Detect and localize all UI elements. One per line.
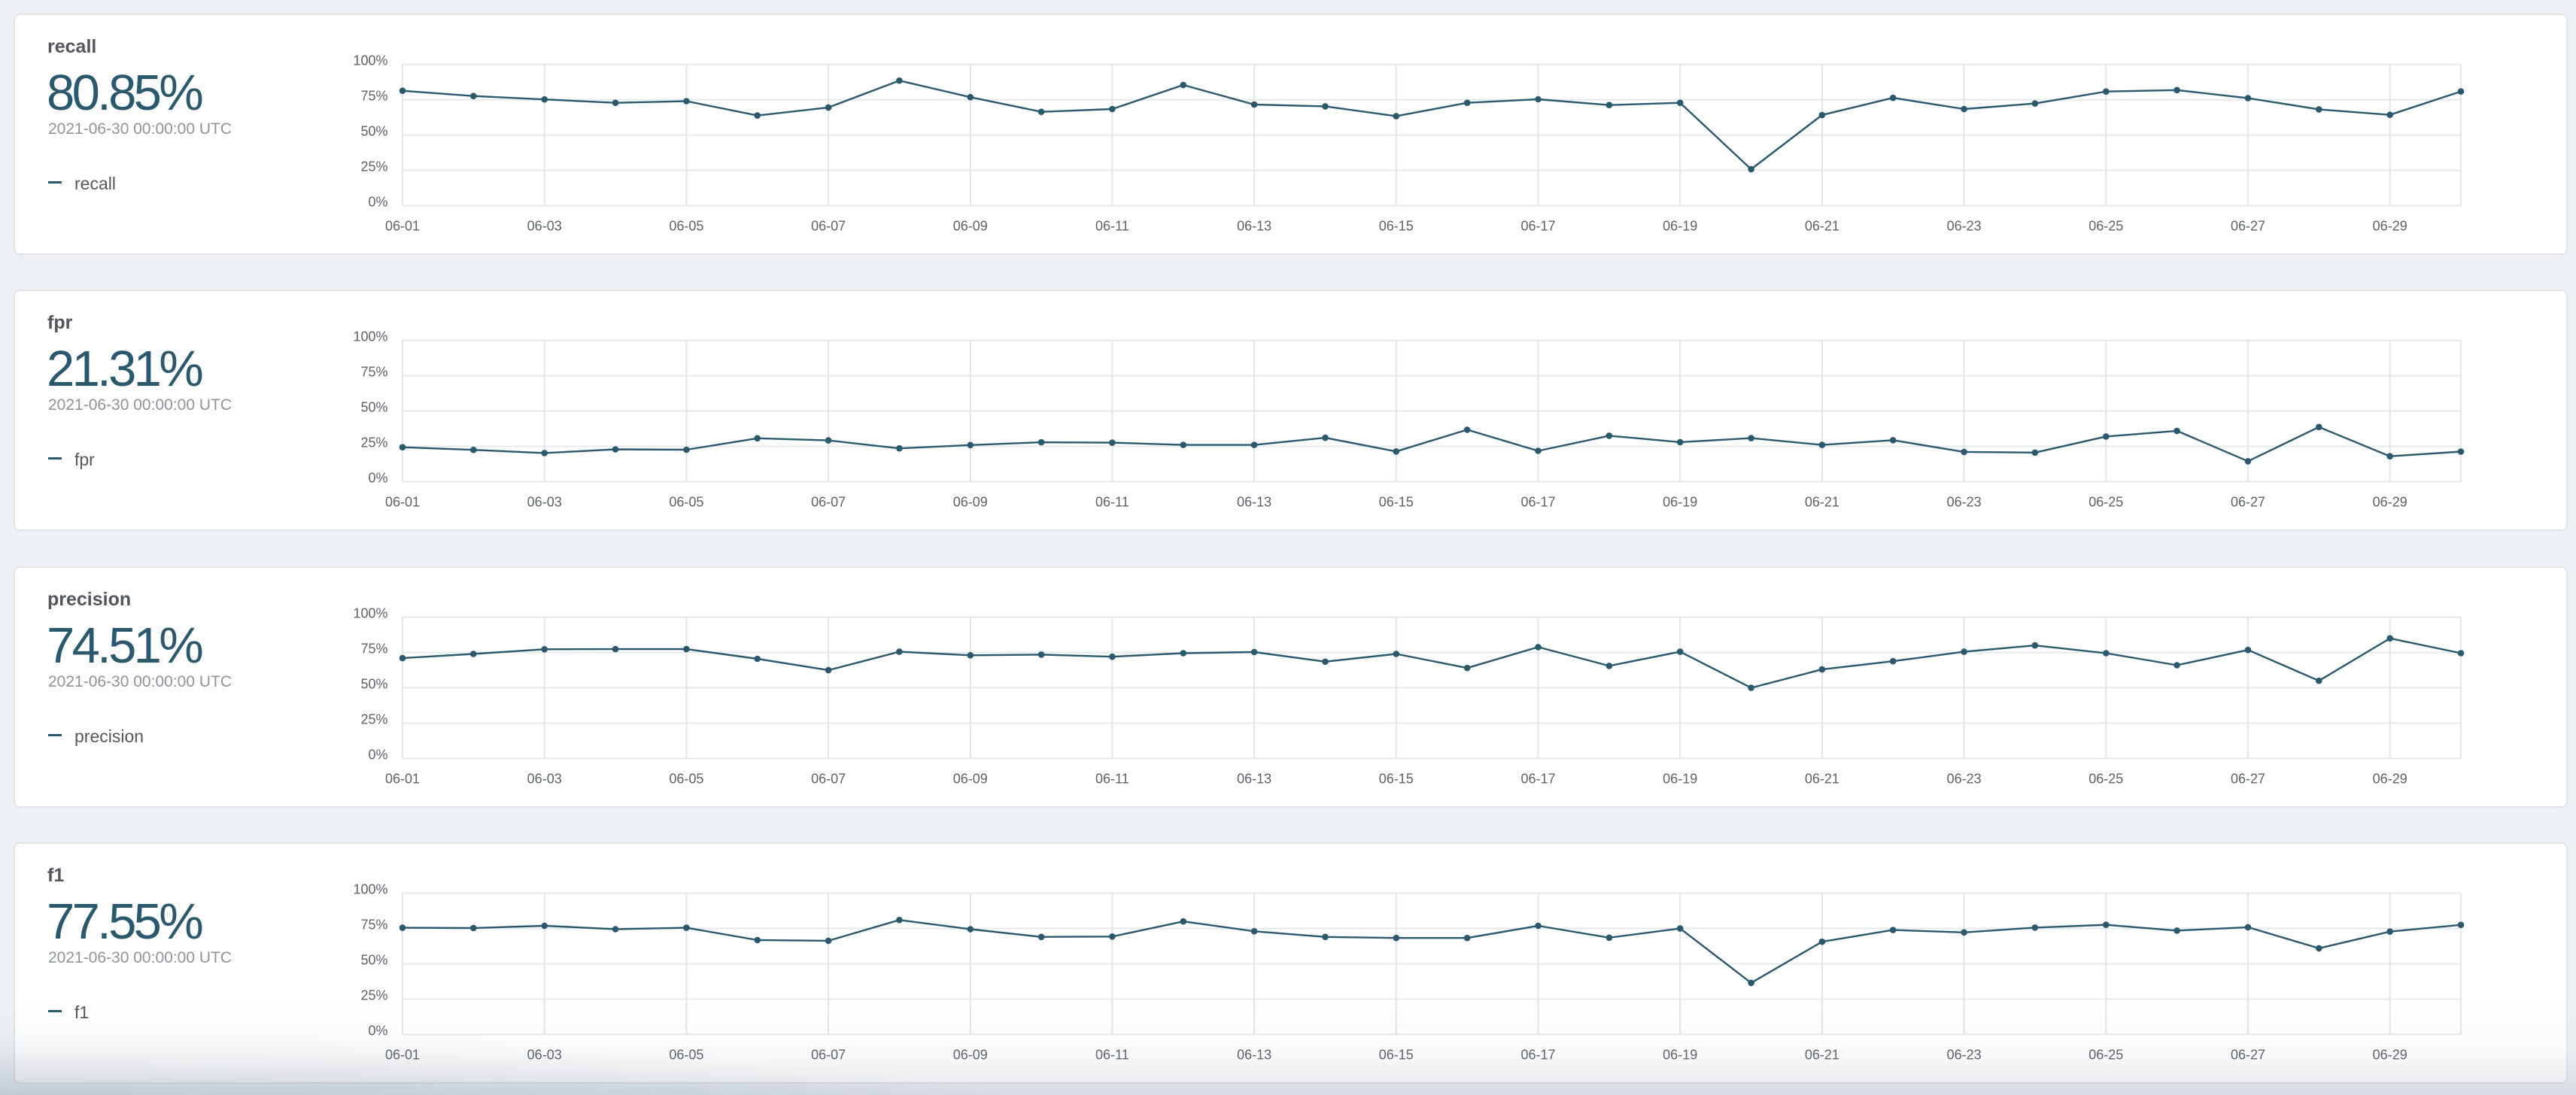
svg-text:06-17: 06-17 bbox=[1520, 218, 1555, 233]
svg-text:06-01: 06-01 bbox=[385, 494, 420, 509]
svg-text:06-27: 06-27 bbox=[2231, 771, 2265, 786]
svg-text:06-29: 06-29 bbox=[2373, 771, 2407, 786]
svg-text:06-05: 06-05 bbox=[669, 494, 703, 509]
svg-text:75%: 75% bbox=[360, 88, 387, 103]
svg-text:06-29: 06-29 bbox=[2373, 1047, 2407, 1062]
svg-text:06-29: 06-29 bbox=[2373, 494, 2407, 509]
svg-text:06-03: 06-03 bbox=[527, 771, 562, 786]
svg-text:06-03: 06-03 bbox=[527, 494, 562, 509]
svg-text:100%: 100% bbox=[353, 329, 387, 344]
svg-text:06-19: 06-19 bbox=[1663, 218, 1697, 233]
svg-text:75%: 75% bbox=[360, 364, 387, 379]
svg-text:06-11: 06-11 bbox=[1095, 218, 1129, 233]
svg-text:06-09: 06-09 bbox=[953, 218, 988, 233]
svg-text:06-01: 06-01 bbox=[385, 1047, 420, 1062]
svg-text:06-23: 06-23 bbox=[1947, 218, 1982, 233]
svg-text:06-15: 06-15 bbox=[1379, 218, 1414, 233]
svg-text:100%: 100% bbox=[353, 53, 387, 68]
svg-text:25%: 25% bbox=[360, 711, 387, 726]
svg-text:06-25: 06-25 bbox=[2088, 771, 2123, 786]
svg-text:06-05: 06-05 bbox=[669, 771, 703, 786]
svg-text:06-27: 06-27 bbox=[2231, 218, 2265, 233]
svg-text:75%: 75% bbox=[360, 917, 387, 932]
svg-text:100%: 100% bbox=[353, 605, 387, 620]
svg-text:50%: 50% bbox=[360, 123, 387, 138]
svg-text:06-01: 06-01 bbox=[385, 218, 420, 233]
svg-text:06-19: 06-19 bbox=[1663, 771, 1697, 786]
svg-text:06-07: 06-07 bbox=[811, 218, 846, 233]
svg-text:06-17: 06-17 bbox=[1520, 494, 1555, 509]
svg-text:06-25: 06-25 bbox=[2088, 218, 2123, 233]
svg-text:06-11: 06-11 bbox=[1095, 494, 1129, 509]
svg-text:06-27: 06-27 bbox=[2231, 1047, 2265, 1062]
svg-text:06-25: 06-25 bbox=[2088, 494, 2123, 509]
svg-text:50%: 50% bbox=[360, 676, 387, 691]
svg-text:06-13: 06-13 bbox=[1237, 494, 1271, 509]
svg-text:06-13: 06-13 bbox=[1237, 771, 1271, 786]
svg-text:06-17: 06-17 bbox=[1520, 771, 1555, 786]
svg-text:06-01: 06-01 bbox=[385, 771, 420, 786]
svg-text:06-03: 06-03 bbox=[527, 218, 562, 233]
svg-text:06-19: 06-19 bbox=[1663, 494, 1697, 509]
svg-text:06-09: 06-09 bbox=[953, 771, 988, 786]
svg-text:0%: 0% bbox=[368, 747, 387, 762]
svg-text:06-13: 06-13 bbox=[1237, 218, 1271, 233]
svg-text:06-07: 06-07 bbox=[811, 771, 846, 786]
svg-text:50%: 50% bbox=[360, 952, 387, 967]
svg-text:06-07: 06-07 bbox=[811, 494, 846, 509]
svg-text:06-15: 06-15 bbox=[1379, 771, 1414, 786]
svg-text:06-03: 06-03 bbox=[527, 1047, 562, 1062]
svg-text:06-27: 06-27 bbox=[2231, 494, 2265, 509]
svg-text:25%: 25% bbox=[360, 435, 387, 450]
svg-text:06-21: 06-21 bbox=[1805, 494, 1839, 509]
svg-text:50%: 50% bbox=[360, 399, 387, 414]
svg-text:06-17: 06-17 bbox=[1520, 1047, 1555, 1062]
svg-text:06-15: 06-15 bbox=[1379, 1047, 1414, 1062]
svg-text:25%: 25% bbox=[360, 159, 387, 174]
svg-text:06-25: 06-25 bbox=[2088, 1047, 2123, 1062]
svg-text:06-07: 06-07 bbox=[811, 1047, 846, 1062]
svg-text:06-11: 06-11 bbox=[1095, 1047, 1129, 1062]
svg-text:06-29: 06-29 bbox=[2373, 218, 2407, 233]
svg-text:100%: 100% bbox=[353, 881, 387, 896]
svg-text:06-15: 06-15 bbox=[1379, 494, 1414, 509]
svg-text:06-09: 06-09 bbox=[953, 494, 988, 509]
svg-text:06-09: 06-09 bbox=[953, 1047, 988, 1062]
svg-text:06-21: 06-21 bbox=[1805, 1047, 1839, 1062]
svg-text:06-13: 06-13 bbox=[1237, 1047, 1271, 1062]
svg-text:06-23: 06-23 bbox=[1947, 1047, 1982, 1062]
svg-text:0%: 0% bbox=[368, 1023, 387, 1038]
svg-text:0%: 0% bbox=[368, 470, 387, 485]
svg-text:0%: 0% bbox=[368, 194, 387, 209]
svg-text:06-21: 06-21 bbox=[1805, 771, 1839, 786]
svg-text:06-21: 06-21 bbox=[1805, 218, 1839, 233]
svg-text:25%: 25% bbox=[360, 987, 387, 1002]
svg-text:06-05: 06-05 bbox=[669, 1047, 703, 1062]
svg-text:06-11: 06-11 bbox=[1095, 771, 1129, 786]
svg-text:75%: 75% bbox=[360, 641, 387, 656]
svg-text:06-05: 06-05 bbox=[669, 218, 703, 233]
svg-text:06-23: 06-23 bbox=[1947, 771, 1982, 786]
svg-text:06-19: 06-19 bbox=[1663, 1047, 1697, 1062]
svg-text:06-23: 06-23 bbox=[1947, 494, 1982, 509]
